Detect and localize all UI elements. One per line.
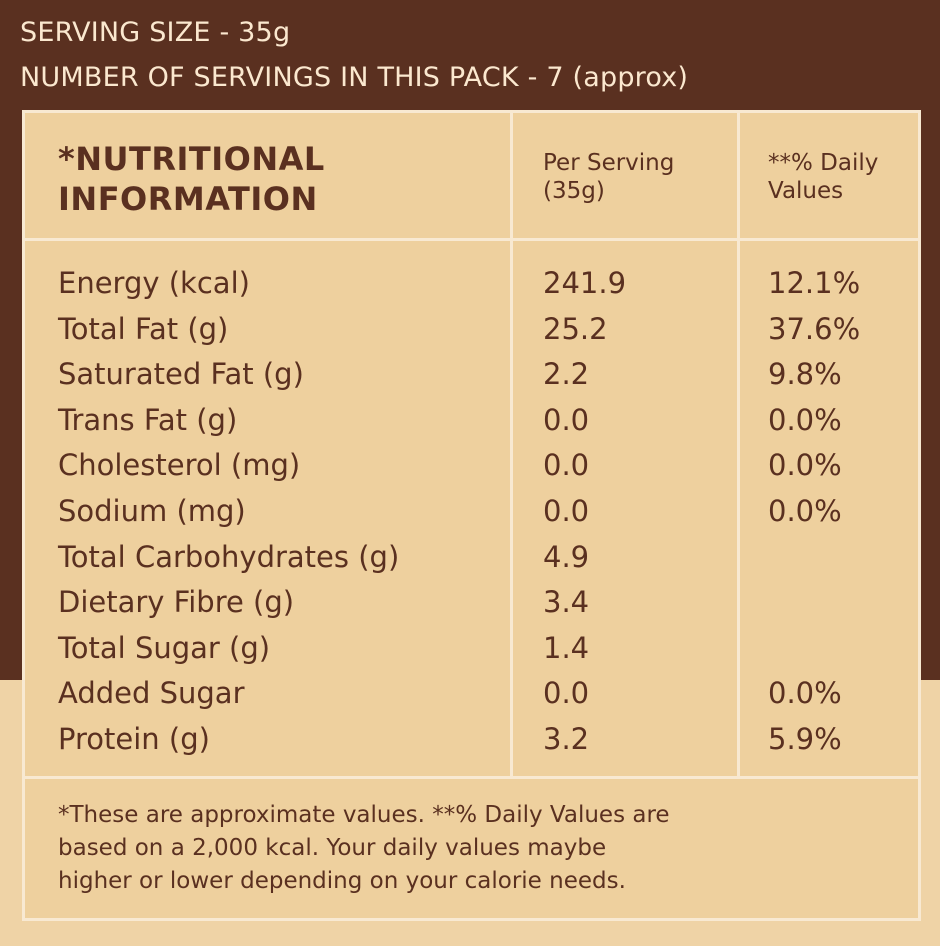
nutrient-name: Total Fat (g) <box>58 311 229 346</box>
daily-values-header: **% Daily Values <box>768 149 918 205</box>
nutrient-amount: 241.9 <box>543 266 627 300</box>
per-serving-header-line: (35g) <box>543 178 605 204</box>
nutrition-table: *NUTRITIONAL INFORMATION Per Serving (35… <box>22 110 921 921</box>
table-title: *NUTRITIONAL INFORMATION <box>58 139 498 219</box>
nutrient-amount: 25.2 <box>543 311 608 346</box>
nutrient-amount: 4.9 <box>543 539 590 574</box>
nutrient-amount: 0.0 <box>543 676 590 711</box>
daily-values-header-line: **% Daily <box>768 150 879 176</box>
footnote-line: based on a 2,000 kcal. Your daily values… <box>58 835 607 861</box>
footer-divider <box>25 776 918 779</box>
nutrient-amount: 0.0 <box>543 493 590 528</box>
serving-size-text: SERVING SIZE - 35g <box>20 17 291 48</box>
nutrient-amount: 0.0 <box>543 448 590 483</box>
nutrient-daily-value: 12.1% <box>768 266 861 300</box>
table-row: Protein (g) 3.2 5.9% <box>25 719 918 765</box>
nutrient-daily-value: 0.0% <box>768 493 842 528</box>
nutrient-amount: 3.4 <box>543 585 590 620</box>
per-serving-header: Per Serving (35g) <box>543 149 743 205</box>
nutrient-name: Total Sugar (g) <box>58 630 271 665</box>
table-row: Trans Fat (g) 0.0 0.0% <box>25 400 918 446</box>
footnote-line: *These are approximate values. **% Daily… <box>58 802 670 828</box>
table-row: Saturated Fat (g) 2.2 9.8% <box>25 354 918 400</box>
servings-per-pack-text: NUMBER OF SERVINGS IN THIS PACK - 7 (app… <box>20 62 689 93</box>
nutrient-daily-value: 0.0% <box>768 402 842 437</box>
nutrient-name: Sodium (mg) <box>58 493 246 528</box>
table-row: Energy (kcal) 241.9 12.1% <box>25 263 918 309</box>
nutrient-amount: 1.4 <box>543 630 590 665</box>
table-title-line: INFORMATION <box>58 180 318 218</box>
nutrient-name: Dietary Fibre (g) <box>58 585 295 620</box>
table-row: Added Sugar 0.0 0.0% <box>25 673 918 719</box>
table-row: Total Fat (g) 25.2 37.6% <box>25 309 918 355</box>
nutrient-amount: 3.2 <box>543 721 590 756</box>
column-divider <box>737 113 740 779</box>
table-row: Sodium (mg) 0.0 0.0% <box>25 491 918 537</box>
header-divider <box>25 238 918 241</box>
table-row: Total Sugar (g) 1.4 <box>25 628 918 674</box>
table-row: Cholesterol (mg) 0.0 0.0% <box>25 445 918 491</box>
nutrient-rows: Energy (kcal) 241.9 12.1% Total Fat (g) … <box>25 263 918 765</box>
nutrient-name: Energy (kcal) <box>58 266 250 300</box>
daily-values-header-line: Values <box>768 178 844 204</box>
column-divider <box>510 113 513 779</box>
nutrient-daily-value: 0.0% <box>768 676 842 711</box>
nutrient-daily-value: 5.9% <box>768 721 842 756</box>
nutrient-amount: 2.2 <box>543 357 590 392</box>
per-serving-header-line: Per Serving <box>543 150 675 176</box>
nutrient-daily-value: 37.6% <box>768 311 861 346</box>
nutrient-name: Cholesterol (mg) <box>58 448 301 483</box>
table-row: Dietary Fibre (g) 3.4 <box>25 582 918 628</box>
nutrient-name: Trans Fat (g) <box>58 402 238 437</box>
footnote-line: higher or lower depending on your calori… <box>58 868 626 894</box>
nutrient-name: Total Carbohydrates (g) <box>58 539 400 574</box>
footnote: *These are approximate values. **% Daily… <box>58 799 898 898</box>
nutrient-name: Added Sugar <box>58 676 245 711</box>
nutrient-daily-value: 0.0% <box>768 448 842 483</box>
nutrient-daily-value: 9.8% <box>768 357 842 392</box>
table-row: Total Carbohydrates (g) 4.9 <box>25 537 918 583</box>
nutrient-amount: 0.0 <box>543 402 590 437</box>
nutrient-name: Protein (g) <box>58 721 210 756</box>
table-title-line: *NUTRITIONAL <box>58 140 325 178</box>
nutrient-name: Saturated Fat (g) <box>58 357 304 392</box>
